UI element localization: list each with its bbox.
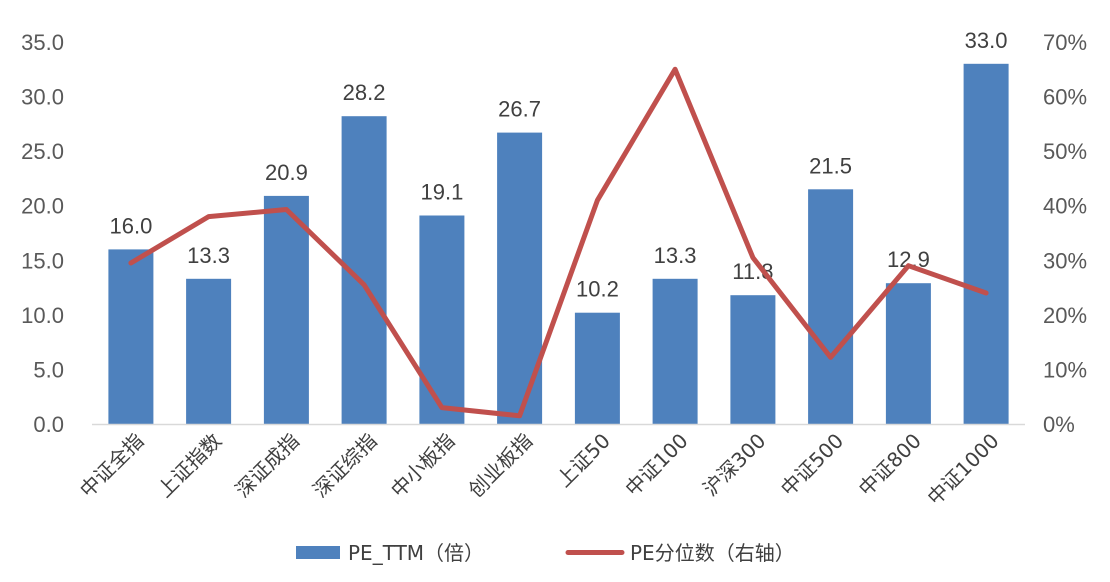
bar-data-label: 13.3 xyxy=(187,243,230,268)
y-left-tick-label: 35.0 xyxy=(21,30,64,55)
bar-1 xyxy=(186,278,232,424)
x-category-label: 中证1000 xyxy=(922,429,1003,510)
y-left-tick-label: 25.0 xyxy=(21,139,64,164)
bar-data-label: 20.9 xyxy=(265,160,308,185)
legend-line-label: PE分位数（右轴） xyxy=(630,541,795,565)
x-category-label: 中证全指 xyxy=(75,429,149,503)
bar-data-label: 19.1 xyxy=(420,180,463,205)
bar-data-label: 10.2 xyxy=(576,277,619,302)
y-left-tick-label: 20.0 xyxy=(21,194,64,219)
bar-9 xyxy=(808,189,854,424)
bar-6 xyxy=(574,312,620,424)
line-layer xyxy=(128,66,989,419)
x-category-label: 中证100 xyxy=(620,429,692,501)
legend: PE_TTM（倍） PE分位数（右轴） xyxy=(296,541,795,565)
x-category-label: 创业板指 xyxy=(464,429,538,503)
y-left-tick-label: 0.0 xyxy=(33,412,64,437)
y-left-tick-label: 5.0 xyxy=(33,357,64,382)
data-labels-layer: 16.0 13.3 20.9 28.2 19.1 26.7 10.2 13.3 11.8 21.5… xyxy=(109,28,1007,302)
y-right-tick-label: 10% xyxy=(1043,357,1087,382)
y-left-tick-label: 30.0 xyxy=(21,85,64,110)
x-category-label: 深证成指 xyxy=(230,429,304,503)
bar-data-label: 13.3 xyxy=(654,243,697,268)
x-category-label: 上证指数 xyxy=(153,429,227,503)
y-right-tick-label: 50% xyxy=(1043,139,1087,164)
bar-data-label: 28.2 xyxy=(343,80,386,105)
x-category-label: 沪深300 xyxy=(698,429,770,501)
legend-bar-label: PE_TTM（倍） xyxy=(348,541,484,565)
y-right-tick-label: 30% xyxy=(1043,248,1087,273)
bar-0 xyxy=(108,249,154,424)
x-category-label: 中小板指 xyxy=(386,429,460,503)
x-category-label: 中证800 xyxy=(854,429,926,501)
bar-data-label: 26.7 xyxy=(498,97,541,122)
y-right-tick-label: 20% xyxy=(1043,303,1087,328)
bars-layer xyxy=(108,63,1009,425)
bar-8 xyxy=(730,295,776,424)
y-right-tick-label: 70% xyxy=(1043,30,1087,55)
bar-data-label: 11.8 xyxy=(732,259,773,284)
bar-4 xyxy=(419,215,465,424)
bar-5 xyxy=(497,132,543,424)
bar-data-label: 21.5 xyxy=(809,153,852,178)
bar-2 xyxy=(263,195,309,424)
legend-bar-swatch xyxy=(296,546,340,559)
y-left-tick-label: 10.0 xyxy=(21,303,64,328)
pe-percentile-line xyxy=(128,66,989,419)
bar-data-label: 33.0 xyxy=(965,28,1008,53)
bar-7 xyxy=(652,278,698,424)
bar-data-label: 16.0 xyxy=(109,213,152,238)
y-right-tick-label: 60% xyxy=(1043,85,1087,110)
x-category-label: 中证500 xyxy=(776,429,848,501)
y-right-tick-label: 40% xyxy=(1043,194,1087,219)
bar-11 xyxy=(963,63,1009,425)
x-category-label: 上证50 xyxy=(552,429,615,492)
y-left-tick-label: 15.0 xyxy=(21,248,64,273)
x-category-label: 深证综指 xyxy=(308,429,382,503)
y-right-tick-label: 0% xyxy=(1043,412,1075,437)
bar-10 xyxy=(885,283,931,424)
